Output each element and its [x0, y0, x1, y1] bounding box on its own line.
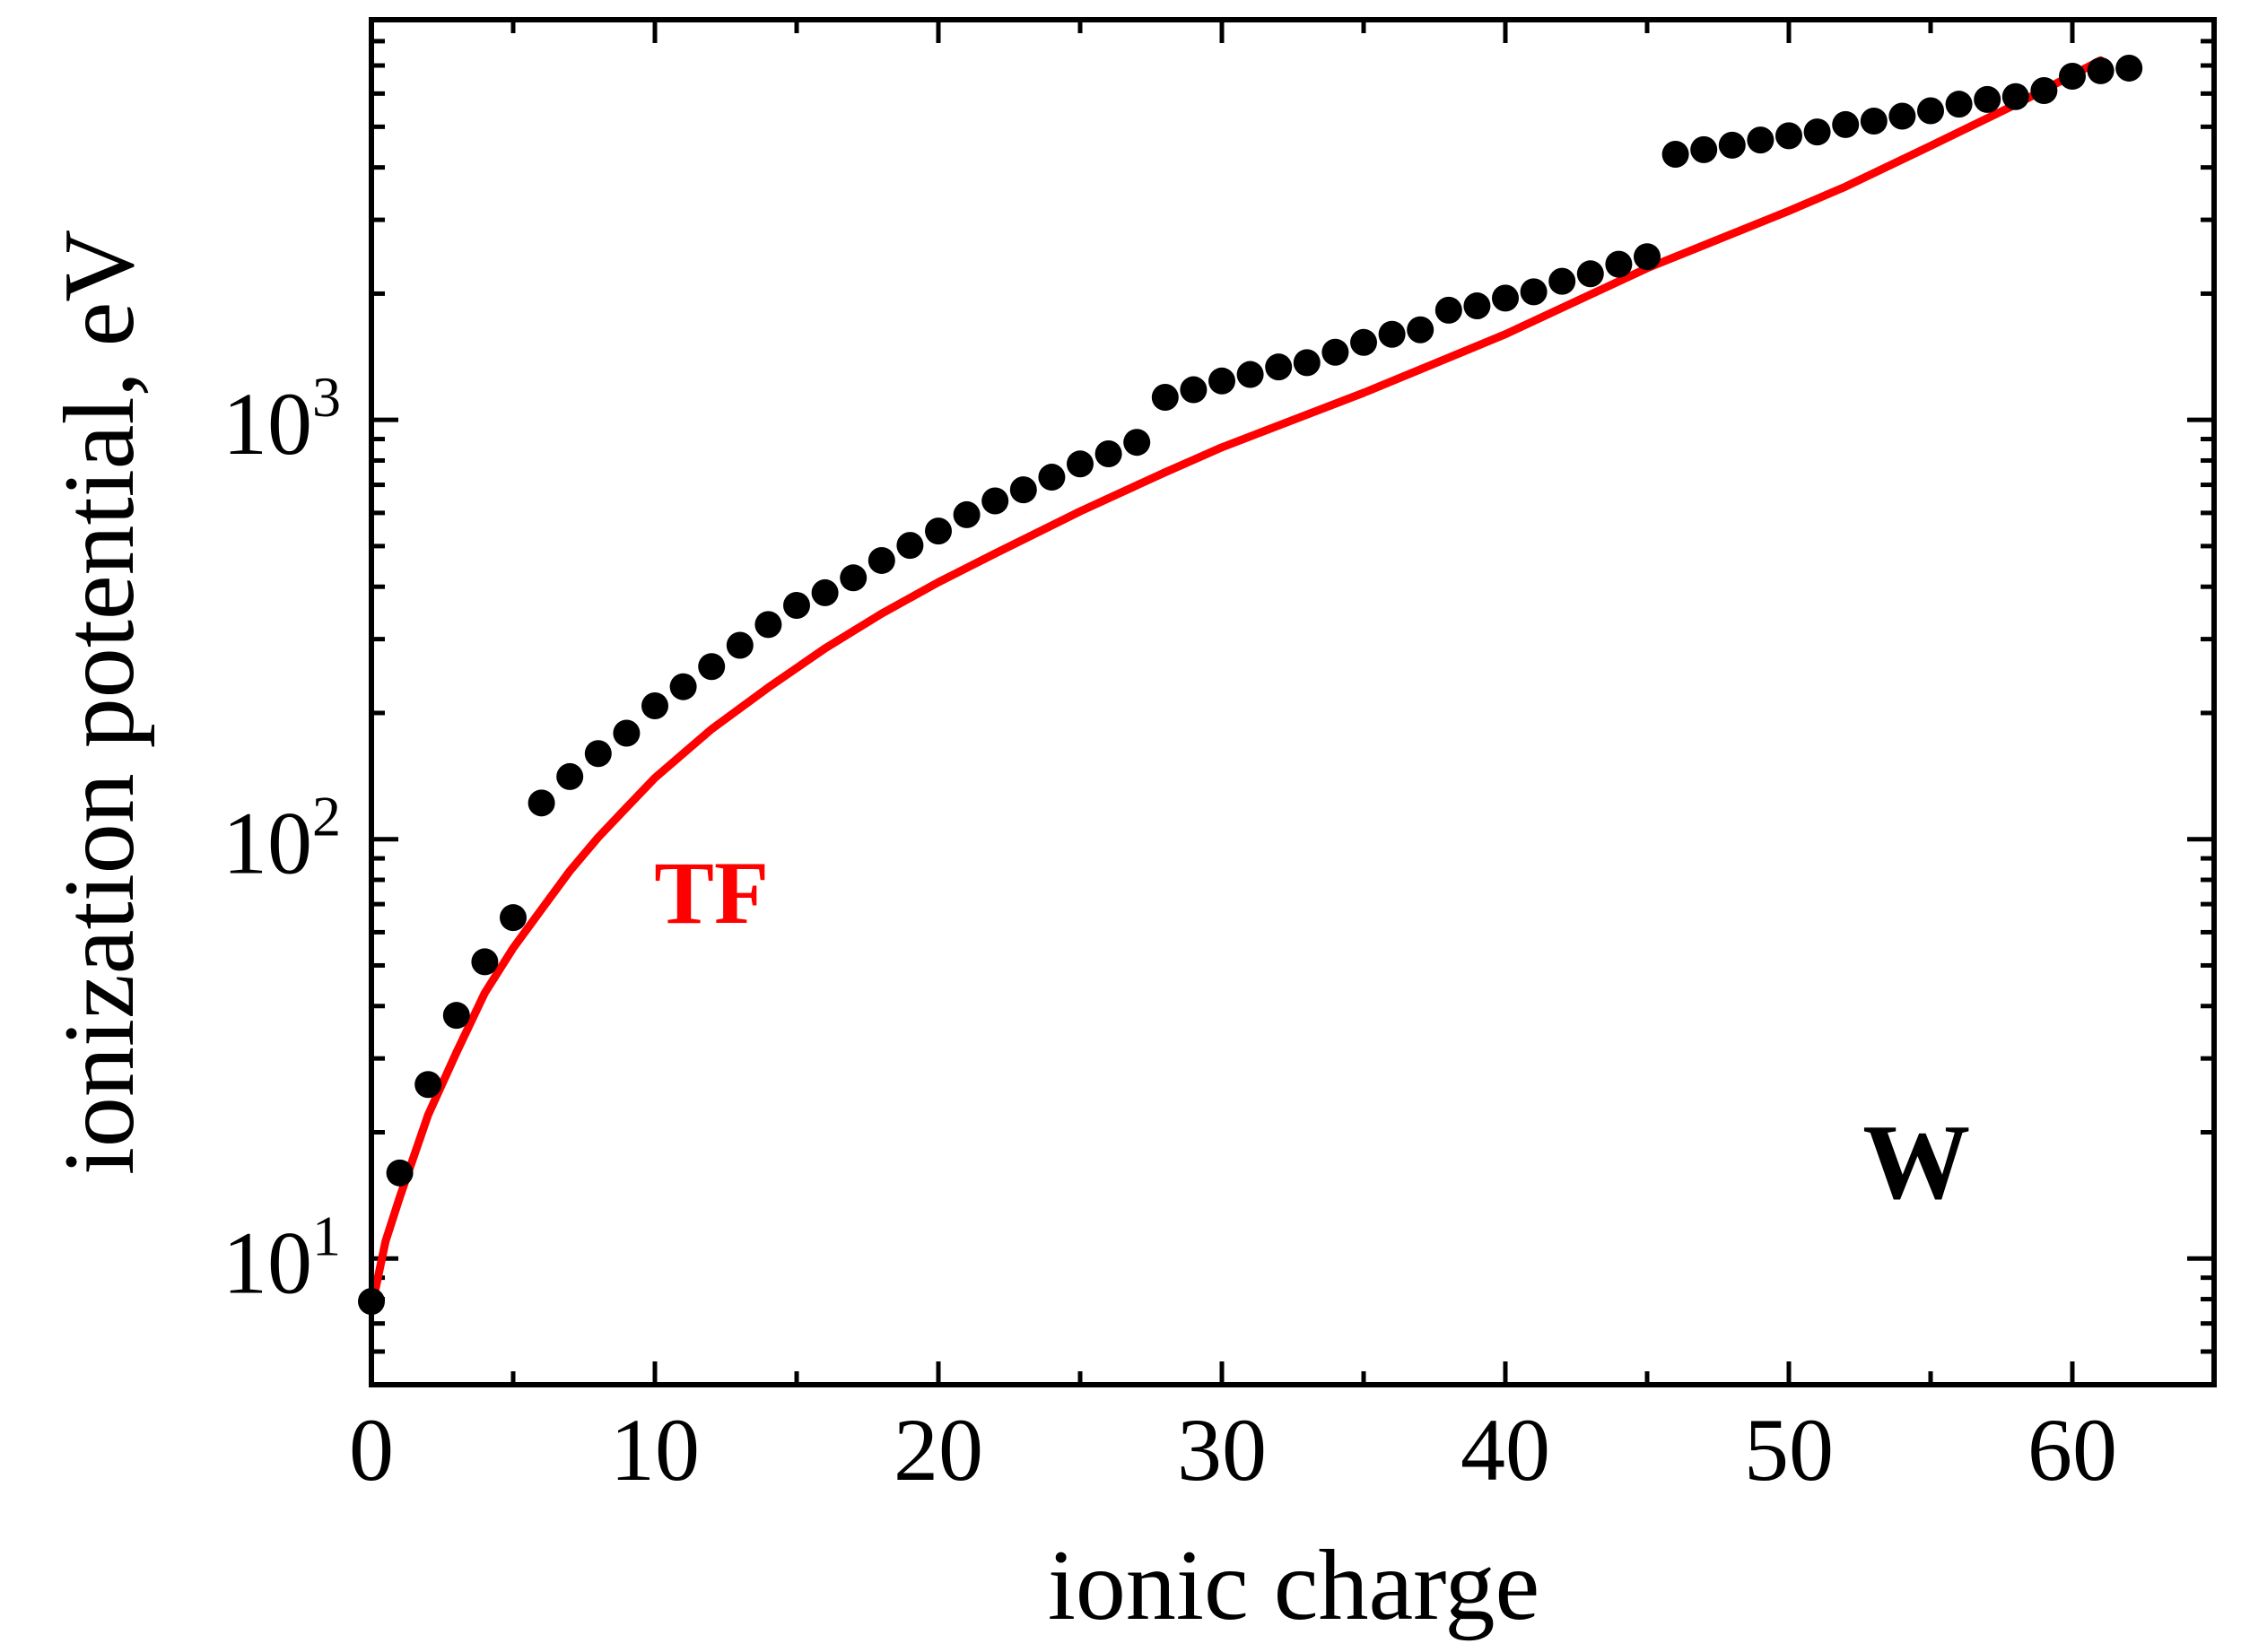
data-point [1576, 260, 1604, 288]
data-point [1860, 107, 1888, 135]
y-tick-label: 103 [222, 365, 341, 474]
data-point [1236, 361, 1264, 388]
data-point [1067, 450, 1094, 478]
data-point [1265, 353, 1293, 381]
x-tick-label: 30 [1177, 1400, 1267, 1500]
data-point [1038, 464, 1066, 491]
data-point [981, 487, 1009, 515]
data-point [1917, 97, 1944, 125]
data-point [1180, 376, 1208, 404]
data-point [698, 653, 726, 681]
data-point [754, 611, 782, 639]
x-tick-label: 40 [1461, 1400, 1550, 1500]
data-point [500, 904, 527, 932]
data-point [868, 546, 895, 574]
y-axis-title: ionization potential, eV [44, 230, 155, 1175]
x-tick-label: 10 [610, 1400, 700, 1500]
data-point [1492, 284, 1519, 312]
data-point [840, 564, 868, 592]
data-point [1463, 292, 1491, 320]
data-point [1094, 439, 1122, 467]
data-point [1009, 476, 1037, 504]
tf-curve-group [367, 56, 2106, 1313]
data-point [1378, 320, 1406, 348]
data-point [1407, 316, 1434, 343]
data-point [584, 740, 612, 768]
data-point [2030, 76, 2058, 104]
y-tick-label: 101 [222, 1204, 341, 1312]
y-tick-label-base: 10 [222, 1213, 312, 1312]
data-point [528, 789, 555, 817]
x-tick-label: 20 [894, 1400, 983, 1500]
data-points [358, 54, 2143, 1316]
data-point [1974, 85, 2001, 113]
data-point [811, 578, 839, 606]
y-tick-label-base: 10 [222, 374, 312, 474]
data-point [1661, 140, 1689, 168]
data-point [1123, 429, 1151, 456]
data-point [386, 1159, 414, 1187]
data-point [414, 1071, 442, 1099]
annotation-tf: TF [654, 843, 769, 943]
data-point [1945, 91, 1973, 118]
x-axis-title: ionic charge [1048, 1530, 1539, 1641]
data-point [953, 500, 981, 528]
data-point [1747, 126, 1774, 154]
data-point [471, 948, 499, 976]
data-point [1151, 383, 1179, 411]
data-point [2115, 54, 2143, 82]
data-point [783, 592, 810, 620]
data-point [1520, 278, 1548, 306]
data-point [1350, 328, 1377, 356]
data-point [925, 517, 952, 545]
plot-frame [369, 17, 2217, 1387]
data-point [2001, 83, 2029, 110]
data-point [2059, 62, 2086, 90]
data-point [896, 532, 924, 560]
data-point [442, 1002, 470, 1030]
data-point [1321, 338, 1349, 366]
data-point [1293, 349, 1321, 377]
data-point [1888, 102, 1916, 130]
data-point [1690, 135, 1718, 163]
x-tick-label: 50 [1744, 1400, 1834, 1500]
data-point [613, 719, 641, 747]
y-tick-label-exponent: 2 [312, 785, 341, 848]
tf-curve [367, 56, 2106, 1313]
data-point [1634, 243, 1661, 271]
data-point [1208, 367, 1235, 395]
data-point [1832, 110, 1860, 138]
data-point [726, 631, 754, 659]
data-point [1775, 122, 1802, 150]
y-tick-label-base: 10 [222, 794, 312, 893]
x-tick-label: 60 [2027, 1400, 2117, 1500]
data-point [1434, 296, 1462, 324]
x-tick-label: 0 [349, 1400, 394, 1500]
y-tick-label-exponent: 3 [312, 365, 341, 429]
data-point [1548, 267, 1576, 295]
data-point [1803, 118, 1831, 146]
annotation-w: W [1862, 1102, 1970, 1222]
data-point [1718, 131, 1746, 159]
y-tick-label-exponent: 1 [312, 1204, 341, 1267]
y-tick-label: 102 [222, 785, 341, 893]
data-point [1605, 250, 1633, 278]
data-point [669, 673, 697, 700]
data-point [556, 762, 584, 790]
data-point [641, 691, 668, 719]
data-point [2087, 57, 2115, 84]
